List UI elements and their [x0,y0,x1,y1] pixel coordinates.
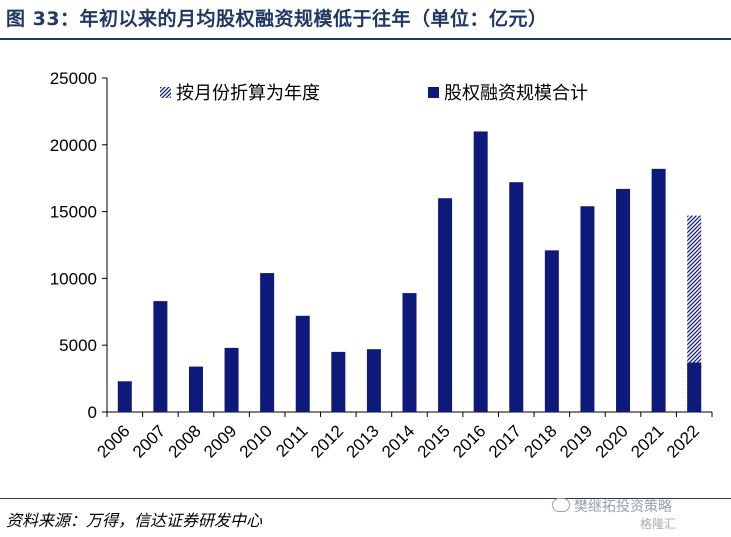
x-tick-label: 2012 [307,421,347,461]
source-divider [0,498,731,499]
y-tick-label: 20000 [50,136,97,155]
x-tick-label: 2006 [93,421,133,461]
watermark-secondary: 格隆汇 [640,517,677,531]
bar-total [331,351,346,412]
figure-title: 图 33：年初以来的月均股权融资规模低于往年（单位：亿元） [6,8,548,30]
bar-total [153,301,168,412]
y-axis: 0 5000 10000 15000 20000 25000 [50,69,108,422]
bar-total [188,366,203,412]
x-tick-label: 2018 [520,421,560,461]
bar-total [544,250,559,412]
bar-total [509,182,524,412]
bar-total [117,381,132,412]
bars [117,131,702,412]
watermark-text: 樊继拓投资策略 [574,499,672,515]
bar-total [651,168,666,412]
x-tick-label: 2010 [236,421,276,461]
bar-total [687,362,702,412]
y-tick-label: 0 [88,403,97,422]
x-tick-label: 2022 [663,421,703,461]
x-tick-label: 2019 [556,421,596,461]
bar-total [224,347,239,412]
x-axis: 2006200720082009201020112012201320142015… [93,411,713,462]
wechat-icon [552,498,570,512]
bar-total [366,349,381,412]
y-tick-label: 10000 [50,269,97,288]
y-tick-label: 25000 [50,69,97,88]
x-tick-label: 2011 [272,421,311,460]
x-tick-label: 2008 [165,421,205,461]
watermark: 樊继拓投资策略 [552,496,672,516]
bar-total [295,315,310,412]
legend: 按月份折算为年度 股权融资规模合计 [160,83,588,104]
x-tick-label: 2013 [343,421,383,461]
bar-total [438,198,453,412]
x-tick-label: 2021 [627,421,667,461]
source-note: 资料来源：万得，信达证券研发中心 [6,511,263,530]
legend-label-annualized: 按月份折算为年度 [176,83,320,104]
legend-swatch-annualized [160,87,171,98]
x-tick-label: 2020 [592,421,632,461]
bar-total [402,293,417,412]
title-bar: 图 33：年初以来的月均股权融资规模低于往年（单位：亿元） [0,0,731,40]
bar-total [616,188,631,412]
x-tick-label: 2007 [129,421,169,461]
x-tick-label: 2017 [485,421,525,461]
x-tick-label: 2009 [200,421,240,461]
x-tick-label: 2014 [378,421,418,461]
y-tick-label: 15000 [50,203,97,222]
x-tick-label: 2015 [414,421,454,461]
legend-swatch-total [428,87,439,98]
x-tick-label: 2016 [449,421,489,461]
bar-total [260,273,275,412]
bar-total [580,206,595,412]
bar-total [473,131,488,412]
legend-label-total: 股权融资规模合计 [444,83,588,104]
y-tick-label: 5000 [59,336,97,355]
